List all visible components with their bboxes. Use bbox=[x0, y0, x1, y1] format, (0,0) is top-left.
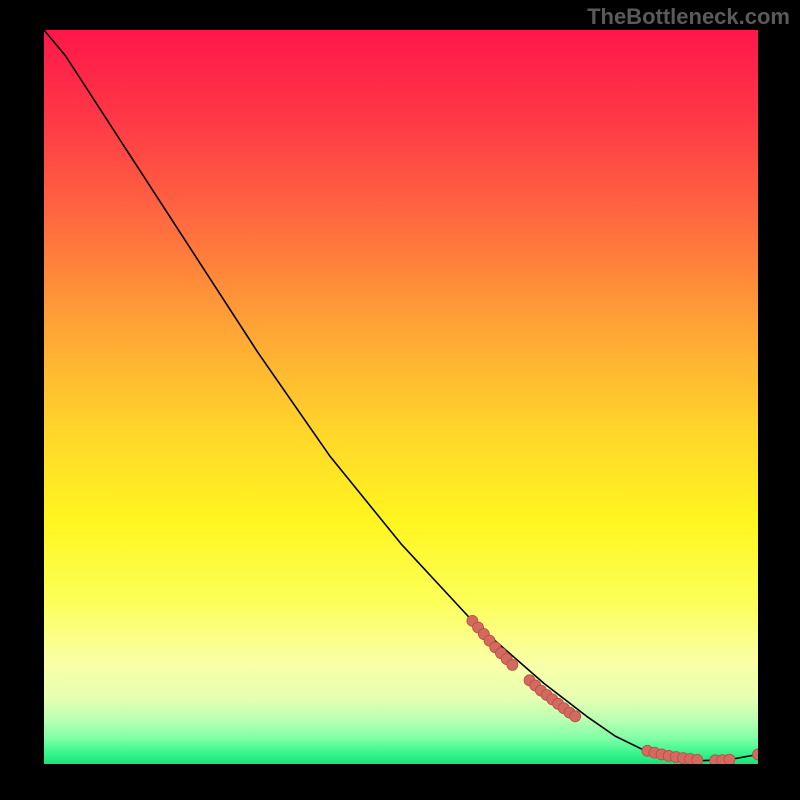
data-marker bbox=[570, 711, 581, 722]
chart-container: TheBottleneck.com bbox=[0, 0, 800, 800]
data-marker bbox=[692, 754, 703, 764]
data-marker bbox=[753, 749, 759, 760]
data-marker bbox=[724, 754, 735, 764]
watermark-text: TheBottleneck.com bbox=[587, 4, 790, 30]
curve-path bbox=[44, 30, 758, 761]
curve-layer bbox=[44, 30, 758, 764]
plot-area bbox=[44, 30, 758, 764]
data-marker bbox=[507, 659, 518, 670]
